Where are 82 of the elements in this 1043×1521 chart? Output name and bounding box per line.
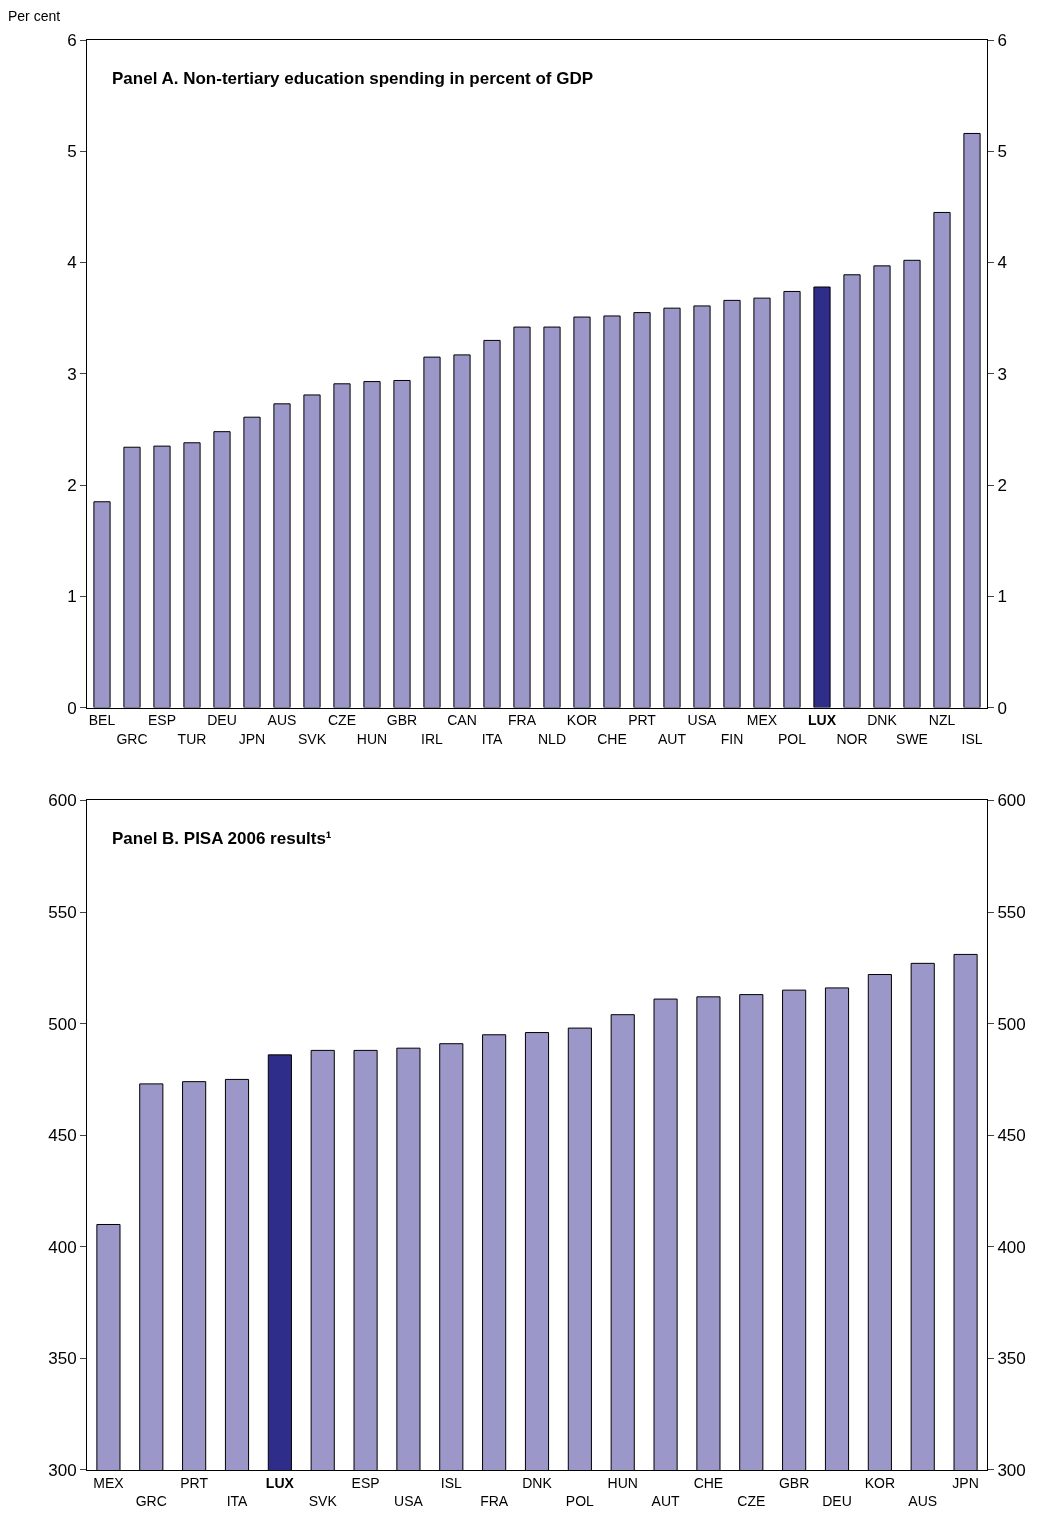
- x-tick-label: KOR: [864, 1474, 896, 1491]
- x-tick-label: GRC: [116, 730, 148, 747]
- y2-tick-label: 1: [997, 587, 1007, 607]
- x-tick-label: MEX: [93, 1474, 125, 1491]
- y-tick-label: 1: [67, 587, 77, 607]
- y-tick-label: 500: [48, 1014, 77, 1034]
- y2-tick-label: 3: [997, 364, 1007, 384]
- x-tick-label: AUS: [267, 712, 297, 729]
- x-tick-label: TUR: [177, 730, 207, 747]
- x-tick-label: CHE: [693, 1474, 724, 1491]
- y-tick-label: 0: [67, 698, 77, 718]
- x-tick-label: MEX: [746, 712, 778, 729]
- y-tick-label: 550: [48, 902, 77, 922]
- x-tick-label: PRT: [628, 712, 657, 729]
- y-tick-label: 4: [67, 253, 77, 273]
- x-tick-label: DEU: [207, 712, 237, 729]
- text: Panel A. Non-tertiary education spending in percent of GDP: [112, 69, 594, 88]
- x-tick-label: POL: [777, 730, 807, 747]
- x-tick-label: JPN: [238, 730, 266, 747]
- y-tick-label: 6: [67, 30, 77, 50]
- y2-tick-label: 350: [997, 1349, 1026, 1369]
- x-tick-label: DNK: [867, 712, 898, 729]
- x-tick-label: NLD: [537, 730, 567, 747]
- y-tick-label: 400: [48, 1237, 77, 1257]
- x-tick-label: ESP: [147, 712, 177, 729]
- x-tick-label: ISL: [961, 730, 983, 747]
- y2-tick-label: 300: [997, 1460, 1026, 1480]
- x-tick-label: AUT: [658, 730, 687, 747]
- x-tick-label: NZL: [928, 712, 956, 729]
- x-tick-label: LUX: [265, 1474, 295, 1491]
- x-tick-label: LUX: [808, 712, 837, 729]
- y-tick-label: 350: [48, 1349, 77, 1369]
- x-tick-label: SVK: [308, 1493, 338, 1509]
- x-tick-label: USA: [687, 712, 718, 729]
- y2-tick-label: 500: [997, 1014, 1026, 1034]
- y2-tick-label: 2: [997, 476, 1007, 496]
- y2-tick-label: 450: [997, 1126, 1026, 1146]
- y-tick-label: 3: [67, 364, 77, 384]
- y-tick-label: 5: [67, 142, 77, 162]
- x-tick-label: SWE: [896, 730, 928, 747]
- x-tick-label: ITA: [481, 730, 504, 747]
- y-tick-label: 2: [67, 476, 77, 496]
- x-tick-label: CZE: [737, 1493, 766, 1509]
- x-tick-label: SVK: [297, 730, 327, 747]
- x-tick-label: DNK: [522, 1474, 553, 1491]
- y2-tick-label: 0: [997, 698, 1007, 718]
- y2-tick-label: 5: [997, 142, 1007, 162]
- x-tick-label: CHE: [597, 730, 627, 747]
- y-tick-label: 600: [48, 791, 77, 811]
- y2-tick-label: 400: [997, 1237, 1026, 1257]
- text: Panel B. PISA 2006 results¹: [112, 829, 332, 848]
- y2-tick-label: 550: [997, 902, 1026, 922]
- x-tick-label: JPN: [952, 1474, 979, 1491]
- x-tick-label: CZE: [328, 712, 356, 729]
- x-tick-label: POL: [565, 1493, 595, 1509]
- x-tick-label: NOR: [836, 730, 868, 747]
- x-tick-label: BEL: [88, 712, 116, 729]
- x-tick-label: PRT: [180, 1474, 209, 1491]
- x-tick-label: GBR: [778, 1474, 810, 1491]
- x-tick-label: FIN: [720, 730, 744, 747]
- x-tick-label: DEU: [822, 1493, 852, 1509]
- y-axis-title: Per cent: [8, 8, 61, 24]
- x-tick-label: FRA: [480, 1493, 509, 1509]
- x-tick-label: IRL: [421, 730, 444, 747]
- x-tick-label: FRA: [508, 712, 537, 729]
- x-tick-label: GRC: [135, 1493, 167, 1509]
- x-tick-label: HUN: [356, 730, 388, 747]
- x-tick-label: KOR: [566, 712, 598, 729]
- x-tick-label: ISL: [440, 1474, 463, 1491]
- x-tick-label: ITA: [226, 1493, 249, 1509]
- y-tick-label: 300: [48, 1460, 77, 1480]
- x-tick-label: USA: [394, 1493, 424, 1509]
- x-tick-label: AUT: [651, 1493, 681, 1509]
- x-tick-label: HUN: [607, 1474, 638, 1491]
- y2-tick-label: 4: [997, 253, 1007, 273]
- x-tick-label: ESP: [351, 1474, 380, 1491]
- x-tick-label: AUS: [908, 1493, 938, 1509]
- y2-tick-label: 600: [997, 791, 1026, 811]
- y-tick-label: 450: [48, 1126, 77, 1146]
- y2-tick-label: 6: [997, 30, 1007, 50]
- x-tick-label: GBR: [386, 712, 418, 729]
- x-tick-label: CAN: [447, 712, 477, 729]
